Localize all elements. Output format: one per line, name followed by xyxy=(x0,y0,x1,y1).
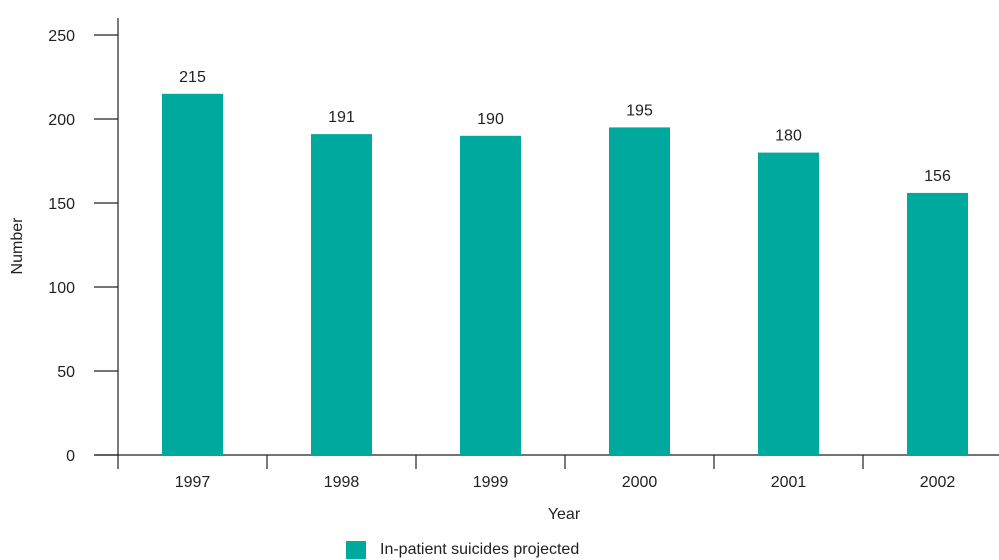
x-tick-label: 2001 xyxy=(771,474,807,491)
x-axis-title: Year xyxy=(548,506,581,523)
y-tick-label: 200 xyxy=(48,112,75,129)
data-label: 195 xyxy=(626,102,653,119)
legend: In-patient suicides projected xyxy=(346,541,579,559)
x-tick-label: 1999 xyxy=(473,474,509,491)
data-label: 190 xyxy=(477,111,504,128)
bar-2000 xyxy=(609,127,670,456)
bars xyxy=(162,93,968,456)
bar-1998 xyxy=(311,134,372,455)
bar-1999 xyxy=(460,135,521,456)
data-labels: 215 191 190 195 180 156 xyxy=(179,69,951,185)
x-tick-label: 2000 xyxy=(622,474,658,491)
legend-label: In-patient suicides projected xyxy=(380,541,580,558)
y-tick-label: 50 xyxy=(57,364,75,381)
bar-2002 xyxy=(907,192,968,456)
bar-2001 xyxy=(758,152,819,455)
x-tick-label: 2002 xyxy=(920,474,956,491)
bar-1997 xyxy=(162,93,223,456)
data-label: 191 xyxy=(328,109,355,126)
y-tick-label: 250 xyxy=(48,28,75,45)
y-tick-label: 0 xyxy=(66,448,75,465)
x-tick-label: 1997 xyxy=(175,474,211,491)
x-axis: 1997 1998 1999 2000 2001 2002 xyxy=(94,454,999,491)
y-tick-label: 100 xyxy=(48,280,75,297)
y-axis-title: Number xyxy=(9,217,26,275)
data-label: 156 xyxy=(924,168,951,185)
legend-swatch xyxy=(346,541,366,559)
x-tick-label: 1998 xyxy=(324,474,360,491)
data-label: 215 xyxy=(179,69,206,86)
y-tick-label: 150 xyxy=(48,196,75,213)
data-label: 180 xyxy=(775,128,802,145)
y-axis: 0 50 100 150 200 250 xyxy=(48,18,119,465)
